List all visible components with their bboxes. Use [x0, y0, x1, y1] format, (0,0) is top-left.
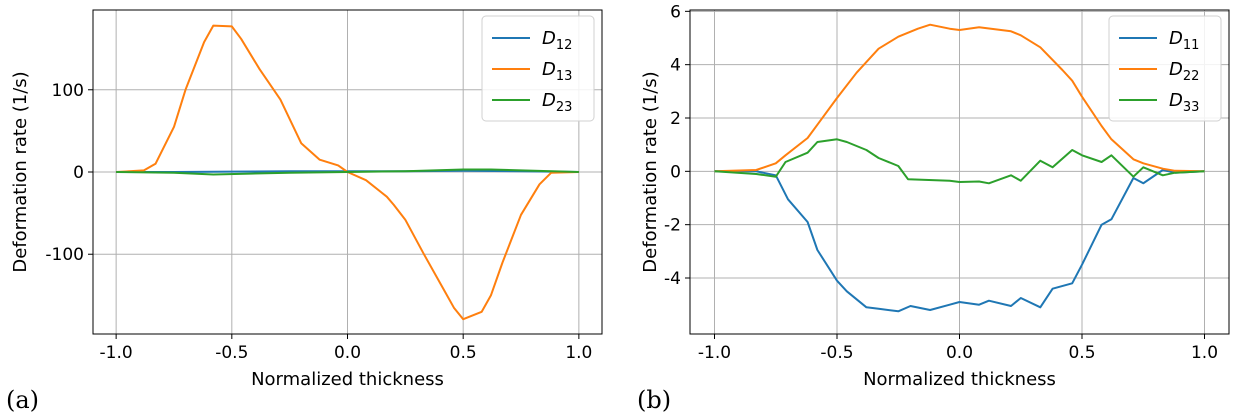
x-tick-label: 0.0 [334, 343, 361, 363]
y-tick-label: 4 [670, 56, 681, 76]
legend-label: D33 [1169, 90, 1199, 115]
legend-box [481, 15, 595, 122]
legend: D11 D22 D33 [1108, 15, 1222, 122]
y-tick-label: 0 [73, 163, 84, 183]
x-axis-label: Normalized thickness [863, 369, 1056, 390]
x-tick-label: 0.5 [1068, 343, 1095, 363]
chart-panel-1: -1.0 -0.5 0.0 0.5 1.0 -100 0 100 Normalized thic… [6, 9, 603, 414]
legend-label: D11 [1169, 28, 1199, 53]
series-line-d22 [714, 23, 1205, 173]
y-tick-label: 0 [670, 162, 681, 182]
legend-label: D23 [542, 90, 572, 115]
x-tick-label: 0.0 [946, 343, 973, 363]
legend-label: D13 [542, 59, 572, 84]
x-tick-label: 1.0 [565, 343, 592, 363]
y-tick-label: 2 [670, 109, 681, 129]
legend-label: D22 [1169, 59, 1199, 84]
chart-panel-2: -1.0 -0.5 0.0 0.5 1.0 -4 -2 0 2 4 6 Normalized thic… [637, 2, 1230, 414]
x-tick-label: -1.0 [100, 343, 133, 363]
x-tick-label: 1.0 [1191, 343, 1218, 363]
y-tick-label: 6 [670, 2, 681, 22]
x-tick-label: 0.5 [450, 343, 477, 363]
y-tick-label: -2 [664, 216, 681, 236]
y-axis-label: Deformation rate (1/s) [640, 71, 661, 272]
x-tick-label: -0.5 [820, 343, 853, 363]
series-line-d33 [714, 138, 1205, 185]
y-tick-label: -4 [664, 269, 681, 289]
x-tick-label: -0.5 [215, 343, 248, 363]
panel-label: (a) [6, 386, 39, 414]
series-line-d11 [714, 169, 1205, 313]
series-line-d13 [116, 24, 579, 321]
legend-label: D12 [542, 28, 572, 53]
x-axis-label: Normalized thickness [251, 369, 444, 390]
series-line-d23 [116, 168, 579, 176]
y-tick-label: -100 [45, 245, 84, 265]
legend-box [1108, 15, 1222, 122]
panel-label: (b) [637, 386, 671, 414]
y-axis-label: Deformation rate (1/s) [10, 71, 31, 272]
x-tick-label: -1.0 [698, 343, 731, 363]
legend: D12 D13 D23 [481, 15, 595, 122]
y-tick-label: 100 [52, 81, 84, 101]
